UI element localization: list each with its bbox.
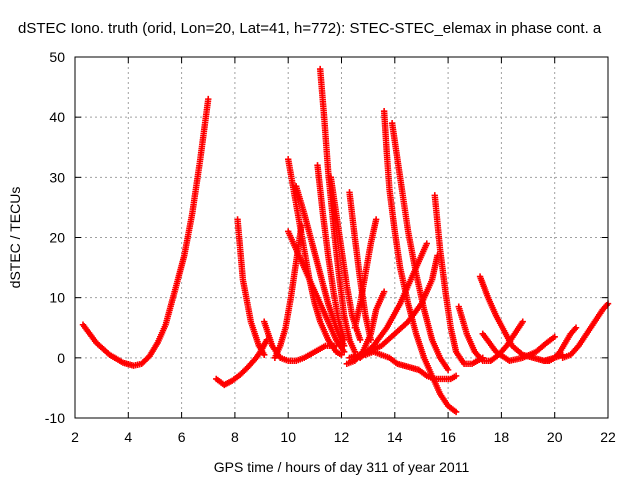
y-axis-label: dSTEC / TECUs — [7, 187, 23, 289]
series-14 — [351, 216, 380, 331]
series-24 — [559, 300, 612, 362]
data-point — [367, 336, 375, 343]
series-21 — [476, 273, 566, 365]
x-tick-label: 2 — [71, 429, 79, 445]
series-23 — [540, 324, 580, 365]
x-tick-label: 16 — [440, 429, 456, 445]
data-point — [261, 351, 268, 359]
data-point — [452, 408, 460, 416]
data-point — [380, 288, 388, 295]
data-point — [340, 342, 348, 349]
series-19 — [431, 192, 486, 368]
series-22 — [479, 330, 558, 365]
y-tick-label: 20 — [49, 230, 65, 246]
series-9 — [316, 65, 359, 356]
x-tick-label: 20 — [547, 429, 563, 445]
data-point — [519, 318, 526, 325]
y-tick-label: 10 — [49, 290, 65, 306]
y-tick-label: 0 — [57, 350, 65, 366]
series-20 — [455, 303, 526, 365]
data-point — [551, 333, 558, 340]
data-point — [452, 372, 460, 380]
data-point — [356, 336, 364, 343]
data-point — [205, 95, 212, 103]
x-axis-label: GPS time / hours of day 311 of year 2011 — [214, 459, 470, 475]
chart-title: dSTEC Iono. truth (orid, Lon=20, Lat=41,… — [18, 20, 602, 37]
x-tick-label: 18 — [494, 429, 510, 445]
x-tick-label: 6 — [178, 429, 186, 445]
data-point — [572, 324, 580, 331]
x-tick-label: 22 — [600, 429, 616, 445]
x-tick-label: 4 — [124, 429, 132, 445]
series-4 — [271, 222, 305, 362]
x-tick-label: 8 — [231, 429, 239, 445]
series-17 — [356, 240, 430, 362]
y-tick-label: 30 — [49, 169, 65, 185]
data-point — [340, 348, 348, 356]
y-tick-label: 50 — [49, 49, 65, 65]
series-7 — [292, 183, 348, 349]
y-tick-label: 40 — [49, 109, 65, 125]
data-point — [423, 240, 430, 247]
series-12 — [346, 189, 375, 343]
x-tick-label: 12 — [334, 429, 350, 445]
series-0 — [79, 95, 212, 369]
series-18 — [364, 252, 441, 356]
data-marks — [79, 65, 612, 416]
x-tick-label: 10 — [280, 429, 296, 445]
data-point — [444, 366, 452, 374]
axis-ticks: 2 4 6 8 10 12 14 16 18 20 22 -10 0 10 20 30 40 50 — [45, 49, 616, 445]
series-8 — [314, 162, 348, 343]
series-1 — [213, 336, 271, 389]
series-15 — [380, 107, 460, 416]
series-2 — [234, 216, 268, 359]
x-tick-label: 14 — [387, 429, 403, 445]
y-tick-label: -10 — [45, 410, 65, 426]
data-point — [372, 216, 380, 223]
series-10 — [327, 174, 364, 343]
